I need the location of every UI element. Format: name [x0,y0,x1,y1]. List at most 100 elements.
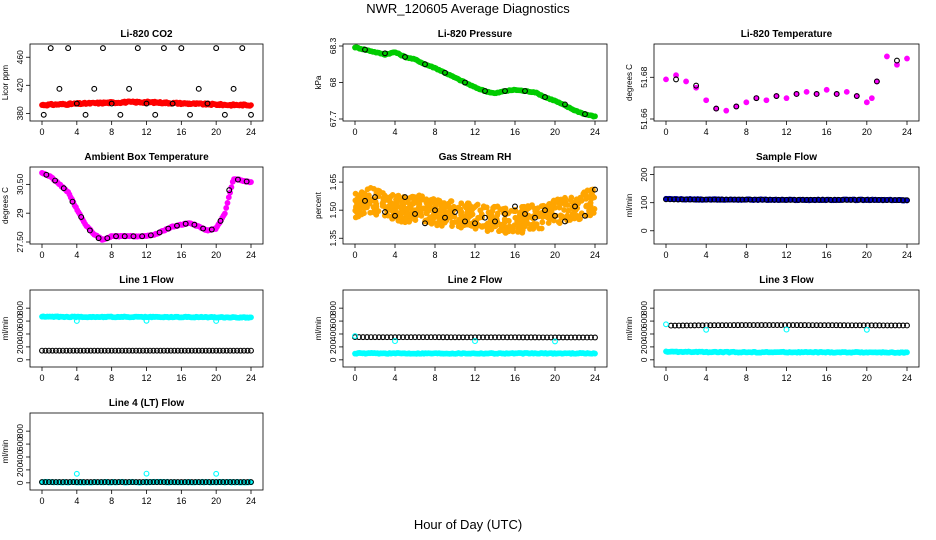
data-point [521,221,528,228]
data-point [195,347,202,354]
data-point [213,45,220,52]
data-point [783,196,790,203]
data-point [178,347,185,354]
data-point [352,333,358,340]
data-point [532,214,538,221]
data-point [460,334,466,341]
data-point [139,233,146,240]
data-point [49,347,56,354]
data-point [868,322,875,329]
data-point [770,322,777,329]
y-tick-label: 400 [328,327,338,341]
data-point [695,196,702,203]
data-point [783,326,790,333]
y-tick-label: 400 [639,327,649,341]
data-point [248,102,254,109]
data-point [807,196,814,203]
data-point [592,186,598,193]
series-3 [663,321,870,333]
data-point [208,226,215,233]
data-point [94,347,101,354]
data-point [851,196,858,203]
panel-title: Line 3 Flow [759,275,814,286]
data-point [104,235,111,242]
x-tick-label: 12 [141,127,151,137]
data-point [192,479,199,486]
x-tick-label: 8 [744,373,749,383]
data-point [472,334,478,341]
x-tick-label: 12 [781,127,791,137]
y-axis-label: degrees C [1,187,10,224]
x-tick-label: 0 [352,127,357,137]
data-point [837,322,844,329]
data-point [542,94,548,101]
data-point [130,233,137,240]
data-point [829,322,836,329]
data-point [825,322,832,329]
y-tick-label: 100 [639,195,649,209]
data-point [795,196,802,203]
x-tick-label: 24 [246,496,256,506]
data-point [39,347,45,354]
data-point [206,347,213,354]
panel-title: Line 2 Flow [448,275,503,286]
panel-8: Line 2 Flow ml/min 0 4 8 12 16 20 24 0 20040060080… [314,275,608,383]
data-point [555,219,562,225]
data-point [39,479,45,486]
data-point [841,322,848,329]
data-point [443,217,450,224]
data-point [759,196,766,203]
plot-area [663,53,910,114]
data-point [456,334,462,341]
plot-area [39,45,254,118]
plot-frame [653,289,920,368]
y-axis-label: kPa [314,75,323,89]
x-tick-label: 0 [663,127,668,137]
data-point [178,479,185,486]
x-tick-label: 8 [109,127,114,137]
data-point [65,45,72,52]
series-1 [39,98,254,109]
data-point [360,334,366,341]
data-point [576,334,582,341]
data-point [502,88,508,94]
data-point [691,196,698,203]
data-point [778,322,785,329]
data-point [412,210,418,217]
x-tick-label: 24 [902,373,912,383]
data-point [384,334,390,341]
x-axis-label: Hour of Day (UTC) [413,517,523,532]
data-point [663,196,669,203]
data-point [540,334,546,341]
data-point [119,347,126,354]
data-point [108,100,115,107]
data-point [237,347,244,354]
data-point [112,347,119,354]
data-point [892,322,899,329]
data-point [234,479,241,486]
data-point [536,334,542,341]
data-point [501,216,508,223]
x-tick-label: 20 [211,250,221,260]
data-point [739,196,746,203]
x-tick-label: 12 [141,250,151,260]
data-point [213,470,220,477]
y-tick-label: 29 [15,208,25,218]
data-point [707,196,714,203]
data-point [723,107,730,114]
series-1 [663,348,910,356]
panel-title: Li-820 Temperature [741,29,833,40]
data-point [762,322,769,329]
data-point [904,55,910,62]
data-point [241,479,247,486]
data-point [492,334,498,341]
data-point [793,322,800,329]
data-point [900,197,906,204]
series-2 [362,186,598,227]
panel-title: Li-820 Pressure [438,29,513,40]
data-point [755,196,762,203]
data-point [879,197,886,203]
data-point [498,221,505,228]
data-point [440,334,446,341]
